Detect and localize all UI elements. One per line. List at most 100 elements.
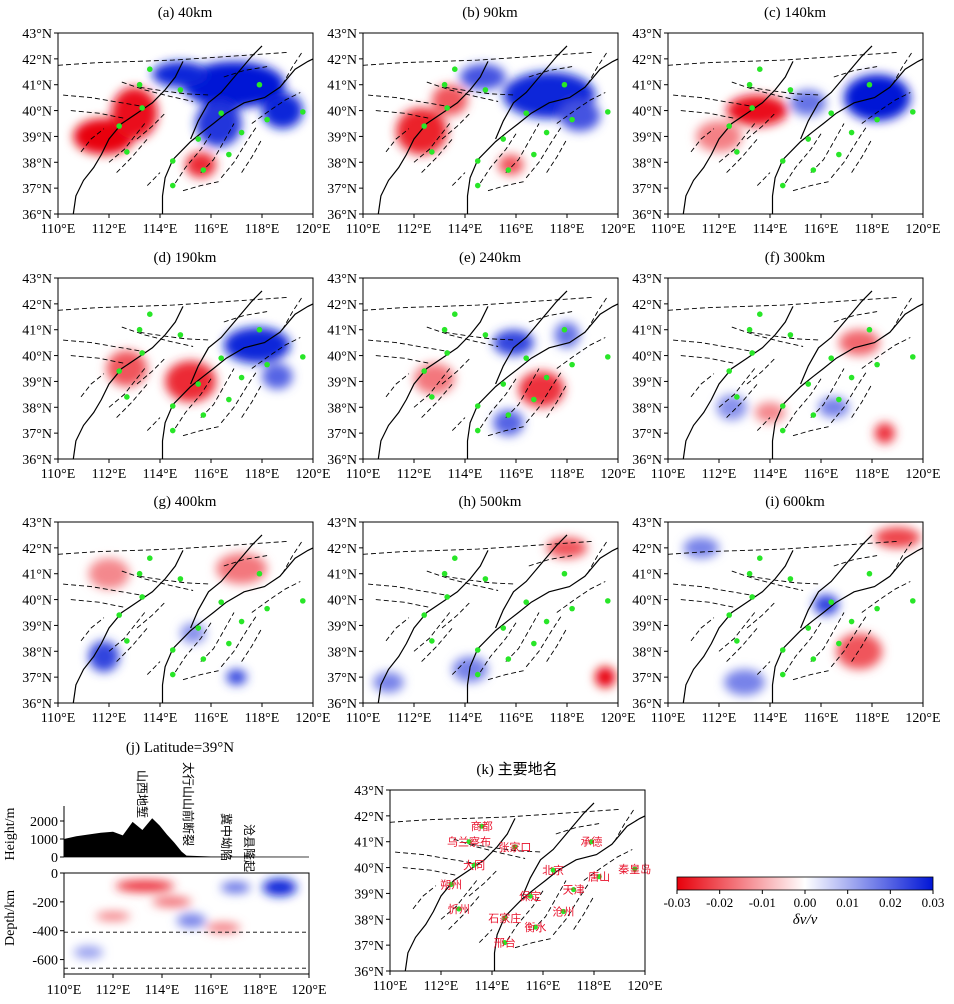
high-velocity-anomaly	[493, 409, 524, 436]
tectonic-boundary	[479, 378, 517, 429]
high-velocity-anomaly	[843, 74, 911, 121]
fault-line	[377, 306, 489, 460]
station-dot	[238, 374, 245, 381]
lon-tick-label: 110°E	[373, 979, 408, 994]
tectonic-boundary	[441, 601, 471, 629]
fault-line	[161, 547, 314, 703]
tectonic-boundary	[892, 295, 914, 330]
colorbar: δv/v -0.03 -0.02 -0.01 0.00 0.01 0.02 0.03	[663, 876, 944, 928]
station-dot	[256, 326, 263, 333]
station-dot	[429, 638, 435, 644]
station-dot	[810, 167, 817, 173]
tectonic-boundary	[63, 339, 145, 353]
tectonic-boundary	[718, 368, 756, 408]
station-dot	[124, 149, 130, 155]
station-dot	[726, 368, 732, 374]
tectonic-boundary	[385, 617, 410, 642]
panel-title: (i) 600km	[765, 494, 825, 510]
fault-line	[161, 58, 314, 214]
tectonic-boundary	[139, 331, 212, 341]
velocity-anomaly-layer	[363, 278, 618, 459]
depth-tick-label: 0	[51, 867, 58, 882]
low-velocity-anomaly	[518, 371, 565, 408]
station-dot	[605, 109, 611, 115]
high-velocity-anomaly	[262, 363, 293, 390]
tectonic-boundary	[375, 110, 430, 119]
place-label: 朔州	[440, 878, 462, 891]
fault-line	[800, 534, 873, 629]
station-dot	[836, 640, 842, 647]
tectonic-boundary	[784, 378, 822, 429]
tectonic-boundary	[220, 370, 258, 424]
lat-tick-label: 41°N	[632, 79, 662, 94]
lon-tick-label: 118°E	[577, 979, 612, 994]
tectonic-boundary	[282, 539, 304, 574]
low-velocity-anomaly	[431, 84, 468, 116]
lon-tick-label: 118°E	[245, 467, 280, 482]
lat-tick-label: 42°N	[632, 53, 662, 68]
low-velocity-anomaly	[216, 553, 268, 585]
fault-line	[800, 45, 873, 140]
lat-tick-label: 43°N	[22, 27, 52, 42]
panel-title: (e) 240km	[459, 250, 521, 266]
station-dot	[474, 427, 481, 434]
lat-tick-label: 36°N	[632, 453, 662, 468]
station-dot	[238, 618, 245, 625]
lon-tick-label: 110°E	[41, 222, 76, 237]
place-label: 忻州	[448, 903, 470, 916]
tectonic-boundary	[223, 555, 268, 567]
lon-tick-label: 120°E	[600, 711, 635, 726]
tectonic-boundary	[731, 570, 804, 591]
depth-tick-label: -400	[32, 925, 58, 940]
tectonic-boundary	[139, 86, 212, 96]
lon-tick-label: 118°E	[550, 467, 585, 482]
fault-line	[466, 58, 619, 214]
tectonic-boundary	[756, 172, 771, 186]
station-dot	[147, 66, 153, 72]
tectonic-boundary	[667, 296, 898, 311]
lon-tick-label: 110°E	[346, 467, 381, 482]
lat-tick-label: 36°N	[327, 697, 357, 712]
station-dot	[569, 116, 575, 123]
feature-label-cangxian-uplift: 沧县隆起	[242, 824, 257, 872]
colorbar-gradient	[676, 876, 934, 891]
tectonic-boundary	[514, 938, 551, 949]
tectonic-boundary	[108, 368, 146, 408]
station-dot	[746, 570, 753, 577]
lon-tick-label: 120°E	[600, 467, 635, 482]
lon-tick-label: 120°E	[905, 711, 940, 726]
tectonic-boundary	[673, 94, 755, 108]
tectonic-boundary	[412, 885, 437, 910]
station-dot	[441, 81, 448, 88]
lon-tick-label: 114°E	[143, 467, 178, 482]
tectonic-boundary	[749, 331, 822, 341]
lat-tick-label: 36°N	[327, 208, 357, 223]
station-dot	[300, 598, 306, 604]
lon-tick-label: 112°E	[92, 467, 127, 482]
place-map-title: (k) 主要地名	[476, 761, 557, 778]
tectonic-boundary	[673, 583, 755, 597]
tectonic-boundary	[80, 128, 105, 153]
station-dot	[177, 332, 184, 338]
tectonic-boundary	[587, 50, 609, 85]
lon-tick-label: 120°E	[600, 222, 635, 237]
tectonic-boundary	[555, 823, 600, 835]
lon-tick-label: 120°E	[905, 222, 940, 237]
station-dot	[569, 361, 575, 368]
tectonic-boundary	[251, 581, 301, 613]
station-dot	[474, 403, 481, 409]
tectonic-boundary	[57, 540, 288, 555]
feature-label-taihang-fault: 太行山山前断裂	[181, 762, 196, 846]
lat-tick-label: 38°N	[632, 156, 662, 171]
station-dot	[543, 129, 550, 136]
lat-tick-label: 39°N	[327, 375, 357, 390]
section-frame	[63, 872, 310, 975]
place-label: 唐山	[588, 870, 610, 884]
station-dot	[429, 394, 435, 400]
lat-tick-label: 37°N	[327, 671, 357, 686]
place-dot	[456, 906, 462, 912]
section-anomaly-layer	[64, 873, 309, 974]
tectonic-boundary	[784, 133, 822, 184]
station-dot	[805, 381, 812, 387]
